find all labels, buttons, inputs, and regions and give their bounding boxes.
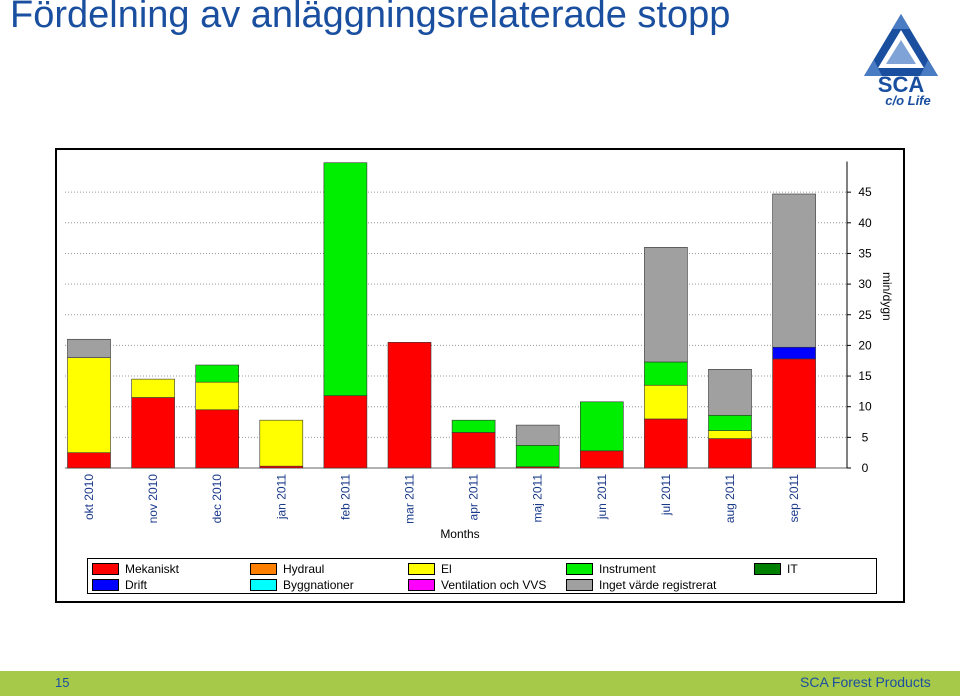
footer-bar	[0, 671, 960, 696]
bar-segment-el	[67, 357, 111, 453]
y-tick-label: 35	[858, 246, 872, 260]
y-tick-label: 25	[858, 308, 872, 322]
legend-swatch	[408, 578, 435, 591]
chart-frame: 0 5 10 15 20 25 30 35 40 45 min/dygn okt 2010 nov 20…	[55, 148, 905, 603]
bar-segment-instrument	[579, 401, 624, 452]
bar-segment-mekaniskt	[644, 418, 688, 469]
x-tick-label: maj 2011	[531, 474, 545, 523]
x-tick-label: jul 2011	[659, 474, 673, 516]
bar-segment-instrument	[708, 414, 752, 431]
legend-swatch	[566, 562, 593, 575]
logo-tagline: c/o Life	[885, 93, 931, 108]
legend-swatch	[250, 562, 277, 575]
y-tick-label: 30	[858, 277, 872, 291]
y-tick-label: 0	[862, 461, 869, 475]
legend-swatch	[250, 578, 277, 591]
bar-segment-inget-v-rde-registrerat	[515, 424, 560, 446]
bar-segment-instrument	[644, 361, 688, 386]
legend-label: Byggnationer	[283, 577, 354, 592]
page-number: 15	[55, 675, 70, 690]
chart-legend: Mekaniskt Hydraul El Instrument IT Drift Byggn…	[87, 558, 877, 594]
bar-segment-mekaniskt	[772, 358, 816, 469]
y-tick-label: 20	[858, 338, 872, 352]
bar-segment-el	[195, 381, 239, 411]
bar-segment-instrument	[451, 419, 496, 433]
legend-swatch	[92, 562, 119, 575]
sca-logo: SCA c/o Life	[864, 14, 938, 108]
legend-item: IT	[754, 561, 798, 576]
x-tick-label: nov 2010	[146, 474, 160, 524]
x-tick-label: mar 2011	[403, 474, 417, 524]
legend-swatch	[566, 578, 593, 591]
legend-item: El	[408, 561, 452, 576]
legend-label: Instrument	[599, 561, 656, 576]
bar-segment-el	[708, 430, 752, 439]
x-tick-label: jun 2011	[595, 474, 609, 520]
bar-segment-inget-v-rde-registrerat	[67, 338, 111, 358]
bar-segment-mekaniskt	[579, 450, 624, 469]
legend-item: Hydraul	[250, 561, 324, 576]
x-tick-label: aug 2011	[723, 474, 737, 523]
logo-text: SCA	[878, 72, 925, 97]
legend-label: Ventilation och VVS	[441, 577, 547, 592]
slide-title: Fördelning av anläggningsrelaterade stop…	[10, 0, 731, 36]
y-tick-label: 45	[858, 185, 872, 199]
bar-segment-instrument	[515, 445, 560, 468]
legend-label: El	[441, 561, 452, 576]
footer-company: SCA Forest Products	[800, 674, 931, 690]
x-tick-label: apr 2011	[467, 474, 481, 521]
bar-segment-mekaniskt	[387, 342, 432, 469]
bar-segment-instrument	[195, 364, 239, 383]
stacked-bar-chart: 0 5 10 15 20 25 30 35 40 45 min/dygn okt 2010 nov 20…	[65, 161, 894, 541]
bar-segment-mekaniskt	[67, 452, 111, 469]
legend-label: Mekaniskt	[125, 561, 180, 576]
y-tick-label: 15	[858, 369, 872, 383]
bar-segment-mekaniskt	[323, 395, 368, 469]
bar-segment-mekaniskt	[451, 432, 496, 469]
legend-label: Inget värde registrerat	[599, 577, 717, 592]
legend-label: Drift	[125, 577, 147, 592]
legend-item: Ventilation och VVS	[408, 577, 546, 592]
x-axis-title: Months	[440, 527, 479, 541]
bar-segment-mekaniskt	[195, 409, 239, 469]
bar-segment-el	[644, 384, 688, 420]
bar-segment-inget-v-rde-registrerat	[708, 369, 752, 416]
bar-segment-instrument	[323, 162, 368, 396]
bar-segment-inget-v-rde-registrerat	[772, 193, 816, 348]
bar-segment-el	[131, 378, 175, 398]
legend-swatch	[92, 578, 119, 591]
legend-label: Hydraul	[283, 561, 325, 576]
x-tick-label: okt 2010	[82, 474, 96, 520]
x-tick-label: dec 2010	[210, 474, 224, 524]
bar-segment-drift	[772, 346, 816, 360]
y-tick-label: 10	[858, 400, 872, 414]
legend-item: Inget värde registrerat	[566, 577, 716, 592]
x-tick-label: jan 2011	[274, 474, 288, 520]
legend-label: IT	[787, 561, 798, 576]
bar-segment-mekaniskt	[131, 397, 175, 469]
x-tick-label: sep 2011	[787, 474, 801, 523]
sca-triangle-logo-icon	[864, 14, 938, 76]
bar-segment-mekaniskt	[708, 438, 752, 469]
bar-segment-inget-v-rde-registrerat	[644, 247, 688, 363]
legend-item: Byggnationer	[250, 577, 354, 592]
legend-item: Instrument	[566, 561, 656, 576]
legend-item: Drift	[92, 577, 147, 592]
legend-item: Mekaniskt	[92, 561, 179, 576]
y-tick-label: 40	[858, 216, 872, 230]
bar-segment-el	[259, 419, 304, 467]
y-axis-title: min/dygn	[880, 272, 894, 321]
legend-swatch	[754, 562, 781, 575]
legend-swatch	[408, 562, 435, 575]
y-tick-label: 5	[862, 430, 869, 444]
x-tick-label: feb 2011	[338, 474, 352, 520]
